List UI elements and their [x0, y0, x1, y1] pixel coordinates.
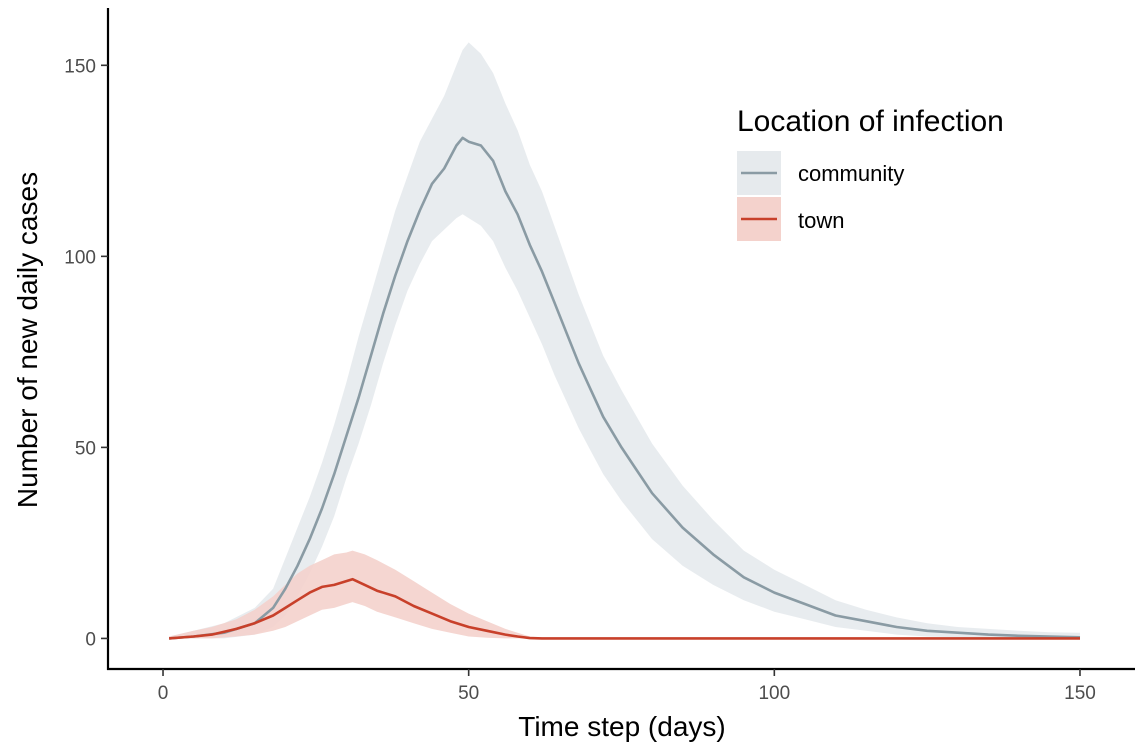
legend-label-community: community: [798, 161, 904, 186]
legend: Location of infection community town: [737, 105, 1004, 241]
x-tick-label-100: 100: [758, 683, 790, 704]
legend-label-town: town: [798, 208, 844, 233]
y-axis-title: Number of new daily cases: [12, 172, 43, 508]
line-town: [168, 577, 1080, 640]
y-tick-label-100: 100: [64, 247, 96, 268]
series-lines: [168, 136, 1081, 640]
x-tick-label-50: 50: [458, 683, 479, 704]
line-community: [168, 136, 1081, 640]
confidence-bands: [169, 42, 1081, 639]
x-tick-label-150: 150: [1064, 683, 1096, 704]
axes: [106, 8, 1135, 671]
tick-marks-and-labels: 0 50 100 150 0 50 100 150: [64, 56, 1096, 704]
y-tick-label-50: 50: [75, 438, 96, 459]
band-town: [169, 550, 1081, 639]
x-axis-title: Time step (days): [518, 711, 725, 742]
legend-title: Location of infection: [737, 105, 1004, 138]
y-tick-label-150: 150: [64, 56, 96, 77]
y-tick-label-0: 0: [85, 629, 96, 650]
x-tick-label-0: 0: [158, 683, 169, 704]
